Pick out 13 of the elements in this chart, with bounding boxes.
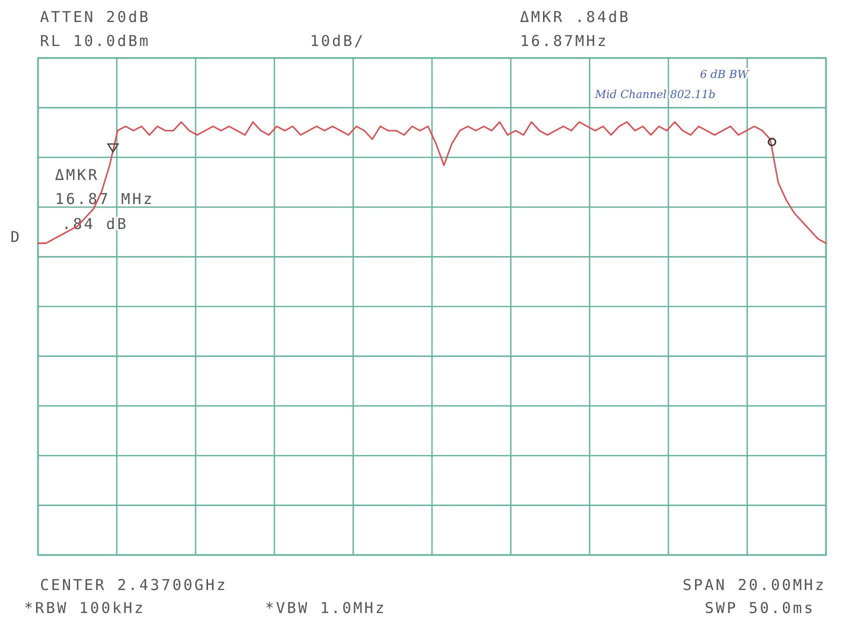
text: 10dB/ bbox=[310, 32, 366, 50]
text: SPAN 20.00MHz bbox=[682, 576, 826, 594]
text: RL 10.0dBm bbox=[40, 32, 150, 50]
text: Mid Channel 802.11b bbox=[594, 88, 716, 101]
text: D bbox=[10, 228, 22, 246]
text: *RBW 100kHz bbox=[24, 599, 146, 617]
text: ΔMKR .84dB bbox=[520, 8, 630, 26]
annotation: ΔMKR bbox=[55, 166, 100, 184]
text: ATTEN 20dB bbox=[40, 8, 150, 26]
text: CENTER 2.43700GHz bbox=[40, 576, 228, 594]
text: 16.87MHz bbox=[520, 32, 608, 50]
text: *VBW 1.0MHz bbox=[265, 599, 386, 617]
text: SWP 50.0ms bbox=[704, 599, 815, 617]
